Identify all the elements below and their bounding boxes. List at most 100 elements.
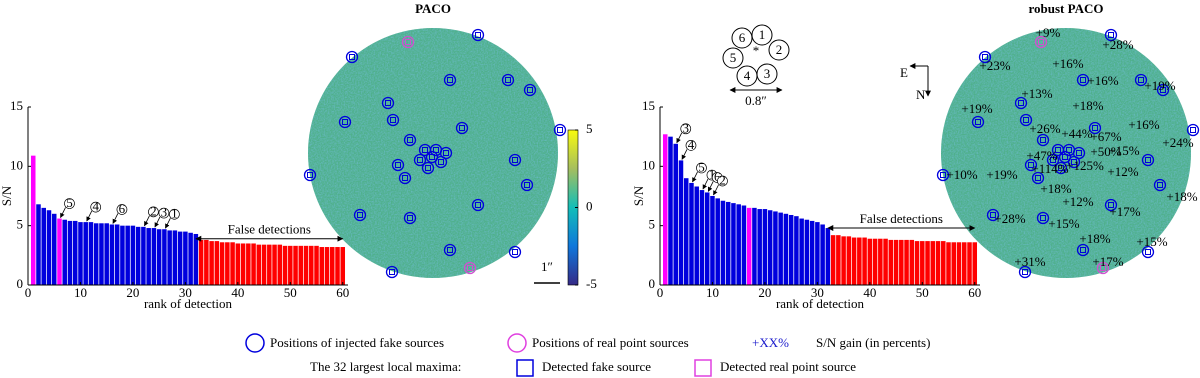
annotation-pointer	[144, 215, 150, 227]
source-marker	[1076, 73, 1090, 87]
gain-label: +23%	[979, 58, 1010, 73]
y-tick-label: 15	[10, 98, 23, 113]
bar	[841, 236, 846, 285]
annotation-label: 5	[698, 159, 705, 174]
detection-marker	[1080, 77, 1086, 83]
bar	[78, 222, 83, 285]
detection-marker	[389, 269, 395, 275]
bar	[172, 230, 178, 285]
legend-text: Positions of real point sources	[532, 335, 689, 350]
detection-marker	[1040, 215, 1046, 221]
source-marker	[1014, 96, 1028, 110]
gain-label: +13%	[1021, 86, 1052, 101]
legend-gain-symbol: +XX%	[752, 335, 789, 350]
detection-marker	[475, 202, 481, 208]
gain-label: +67%	[1090, 129, 1121, 144]
gain-label: +44%	[1061, 126, 1092, 141]
source-marker	[1072, 146, 1086, 160]
pattern-label: 3	[764, 66, 771, 81]
bar	[330, 247, 335, 285]
annotation-pointer	[112, 213, 119, 224]
annotation-circle	[169, 208, 180, 220]
bar	[30, 155, 36, 285]
span-label: False detections	[228, 222, 311, 237]
source-marker	[1153, 178, 1167, 192]
gain-label: +17%	[1092, 254, 1123, 269]
bar	[920, 241, 925, 285]
detection-marker	[990, 212, 996, 218]
source-marker	[1186, 123, 1200, 137]
gain-label: +12%	[1062, 194, 1093, 209]
bar	[93, 223, 99, 285]
bar	[41, 207, 46, 285]
bar	[662, 134, 668, 285]
bar	[951, 242, 957, 285]
gain-label: +15%	[1108, 143, 1139, 158]
detection-marker	[1022, 269, 1028, 275]
annotation-label: 4	[688, 137, 695, 152]
bar	[956, 242, 962, 285]
bar	[183, 231, 188, 285]
source-marker	[455, 121, 469, 135]
source-marker	[386, 113, 400, 127]
bar	[899, 239, 904, 285]
bar	[62, 219, 67, 285]
bar	[125, 225, 130, 285]
source-marker	[303, 168, 317, 182]
source-marker	[345, 50, 359, 64]
bar	[219, 242, 225, 285]
annotation-label: 5	[66, 195, 73, 210]
y-tick-label: 5	[649, 217, 656, 232]
gain-label: +18%	[1166, 189, 1197, 204]
detection-marker	[1190, 127, 1196, 133]
annotation-circle	[148, 206, 159, 218]
x-tick-label: 0	[25, 285, 32, 300]
bar	[57, 218, 62, 285]
source-marker	[385, 265, 399, 279]
scale-bar-label: 1″	[541, 259, 553, 274]
gain-label: +28%	[1102, 37, 1133, 52]
bar	[914, 241, 920, 285]
annotation-circle	[696, 162, 707, 174]
gain-label: +17%	[1109, 204, 1140, 219]
annotation-circle	[90, 201, 102, 213]
detection-marker	[407, 137, 413, 143]
source-marker	[1096, 261, 1110, 275]
detection-marker	[512, 249, 518, 255]
bar	[809, 220, 815, 285]
bar	[888, 239, 894, 285]
bar	[83, 222, 88, 285]
annotation-pointer	[713, 184, 719, 196]
bar	[909, 239, 915, 285]
panel-title: robust PACO	[1029, 1, 1104, 16]
pattern-circle	[722, 47, 744, 69]
detection-marker	[417, 157, 423, 163]
bar	[298, 245, 304, 285]
detection-marker	[1138, 77, 1144, 83]
bar	[319, 247, 325, 285]
gain-label: +10%	[946, 167, 977, 182]
annotation-circle	[717, 175, 728, 187]
detection-marker	[512, 157, 518, 163]
detection-marker	[433, 147, 439, 153]
source-marker	[403, 133, 417, 147]
source-marker	[971, 115, 985, 129]
source-marker	[421, 161, 435, 175]
detection-marker	[1038, 39, 1044, 45]
bar	[141, 226, 146, 285]
bar	[282, 245, 288, 285]
detection-marker	[342, 119, 348, 125]
bar	[820, 224, 825, 285]
pattern-circle	[768, 39, 790, 61]
bar	[261, 244, 267, 285]
source-marker	[1076, 243, 1090, 257]
gain-label: +15%	[1136, 234, 1167, 249]
bar	[151, 228, 157, 285]
annotation-pointer	[702, 178, 709, 190]
detection-marker	[402, 175, 408, 181]
source-marker	[1036, 133, 1050, 147]
bar	[788, 214, 794, 285]
source-marker	[398, 171, 412, 185]
bar	[699, 190, 705, 285]
x-tick-label: 10	[74, 285, 87, 300]
